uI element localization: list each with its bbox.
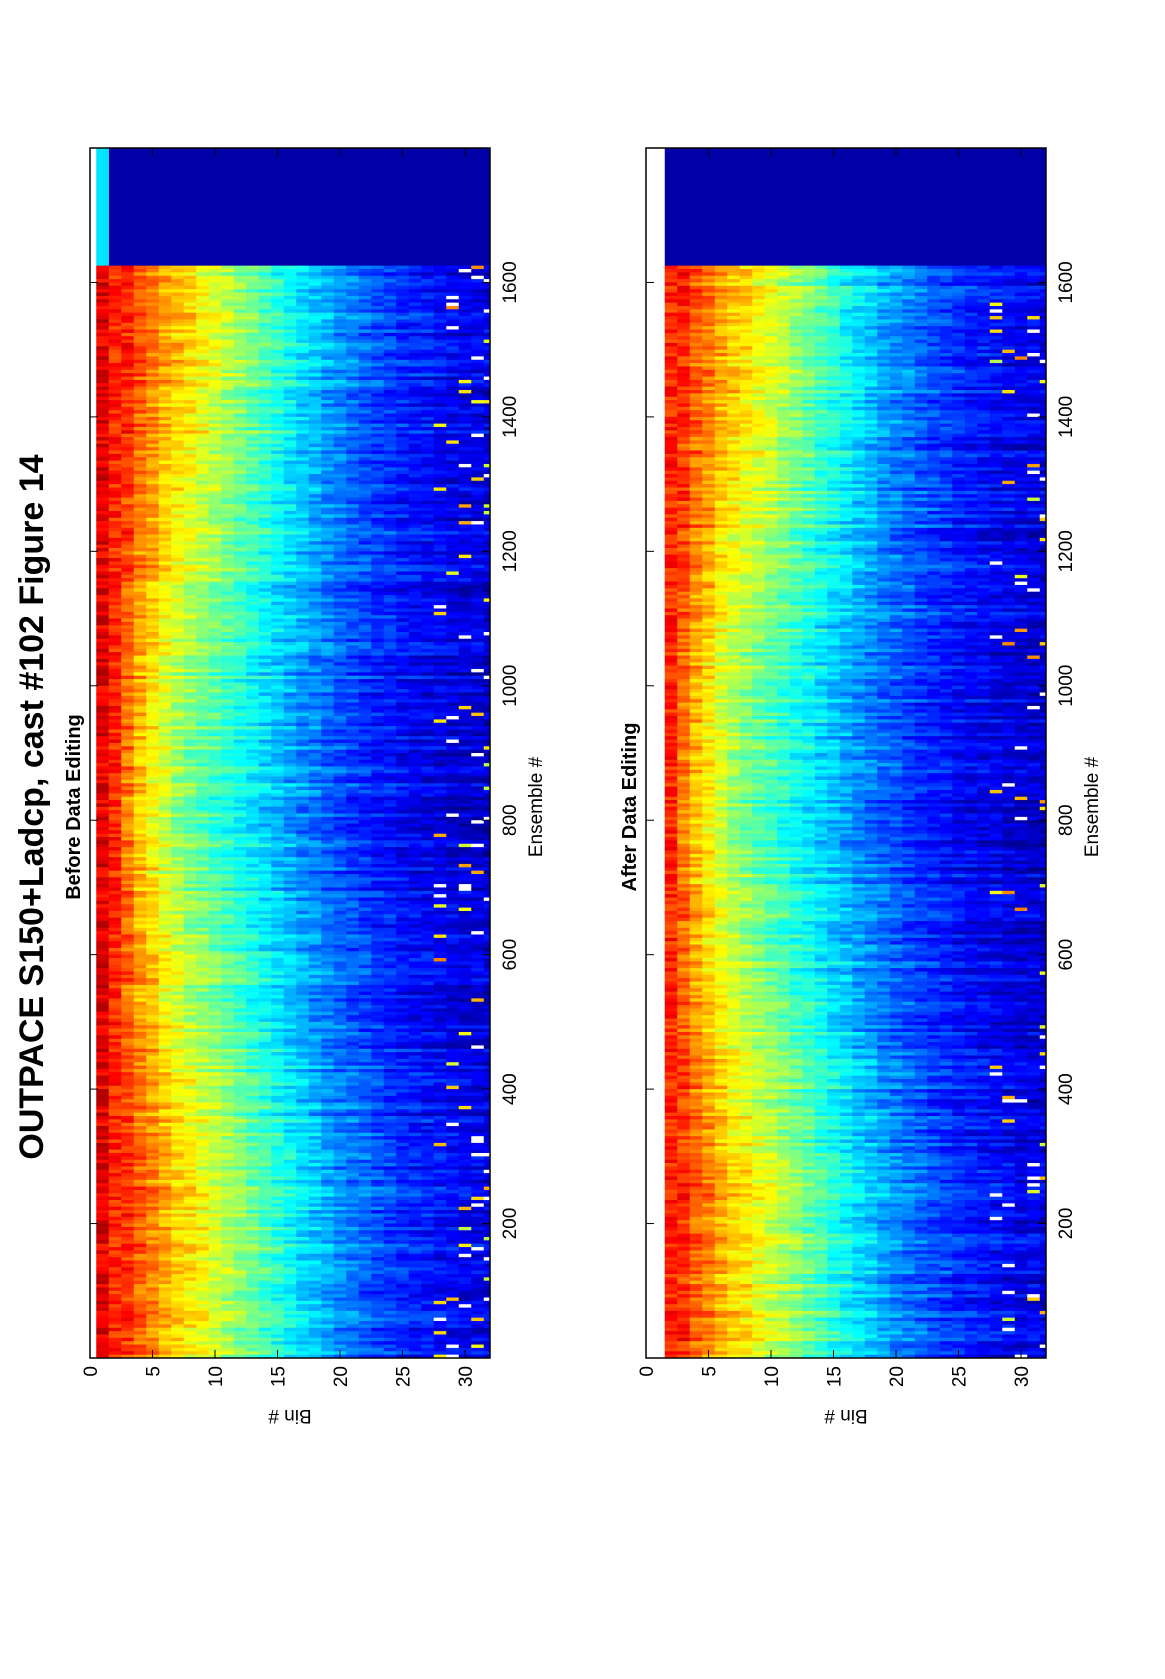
y-tick-label: 20: [887, 1366, 908, 1387]
heatmap-cells: [96, 148, 490, 1358]
x-tick-label: 800: [500, 804, 521, 836]
heatmap-panel-before: 200 400 600 800 1000 1200 1400 1600 0 5 10 15 20 25 30…: [63, 147, 547, 1426]
y-tick-label: 5: [700, 1366, 721, 1377]
y-tick-label: 5: [144, 1366, 165, 1377]
heatmap-panel-after: 200 400 600 800 1000 1200 1400 1600 0 5 10 15 20 25 30…: [619, 147, 1103, 1426]
y-tick-label: 20: [331, 1366, 352, 1387]
x-tick-label: 200: [1056, 1208, 1077, 1240]
y-tick-label: 15: [269, 1366, 290, 1387]
x-tick-label: 1000: [500, 665, 521, 707]
x-tick-label: 1200: [1056, 530, 1077, 572]
x-tick-label: 400: [1056, 1073, 1077, 1105]
y-tick-label: 10: [762, 1366, 783, 1387]
y-tick-label: 30: [456, 1366, 477, 1387]
x-tick-label: 600: [500, 939, 521, 971]
y-tick-label: 25: [394, 1366, 415, 1387]
y-tick-label: 0: [81, 1366, 102, 1377]
heatmap-cells: [664, 148, 1046, 1358]
no-data-region: [108, 148, 490, 266]
figure-title: OUTPACE S150+Ladcp, cast #102 Figure 14: [13, 454, 51, 1159]
x-axis-label: Ensemble #: [1082, 756, 1103, 857]
panel-title: Before Data Editing: [63, 714, 85, 900]
x-tick-label: 1000: [1056, 665, 1077, 707]
x-tick-label: 1600: [500, 261, 521, 303]
y-tick-label: 15: [825, 1366, 846, 1387]
panel-title: After Data Editing: [619, 723, 641, 892]
x-tick-label: 1400: [500, 396, 521, 438]
bin1-no-data-region: [96, 148, 109, 266]
x-axis-label: Ensemble #: [526, 756, 547, 857]
x-tick-label: 800: [1056, 804, 1077, 836]
y-tick-label: 10: [206, 1366, 227, 1387]
x-tick-label: 1200: [500, 530, 521, 572]
x-tick-label: 1600: [1056, 261, 1077, 303]
axes-frame: [645, 147, 1047, 1359]
y-tick-label: 0: [637, 1366, 658, 1377]
axes-frame: [89, 147, 491, 1359]
x-tick-label: 1400: [1056, 396, 1077, 438]
y-axis-label: Bin #: [268, 1405, 312, 1426]
x-tick-label: 400: [500, 1073, 521, 1105]
no-data-region: [664, 148, 1046, 266]
y-tick-label: 30: [1012, 1366, 1033, 1387]
x-tick-label: 200: [500, 1208, 521, 1240]
y-axis-label: Bin #: [824, 1405, 868, 1426]
y-tick-label: 25: [950, 1366, 971, 1387]
x-tick-label: 600: [1056, 939, 1077, 971]
